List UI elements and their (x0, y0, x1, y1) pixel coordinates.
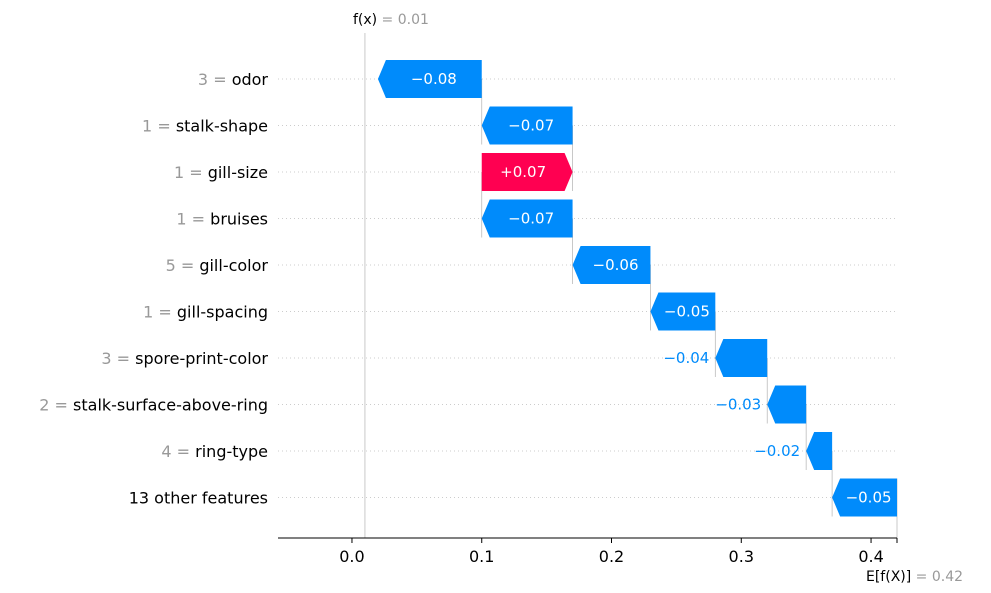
positive-bar (481, 153, 573, 191)
feature-name: 13 other features (129, 489, 268, 508)
row-gridlines (278, 78, 897, 498)
negative-bar (650, 292, 716, 331)
feature-name: gill-spacing (177, 303, 268, 322)
feature-label: 1 = stalk-shape (142, 117, 268, 136)
feature-label: 3 = spore-print-color (101, 349, 268, 368)
feature-name: stalk-shape (176, 117, 268, 136)
bar-value-label: −0.08 (411, 70, 457, 88)
feature-value: 1 = (142, 117, 176, 136)
feature-name: stalk-surface-above-ring (73, 396, 268, 415)
x-tick-label: 0.1 (469, 547, 494, 566)
feature-label: 13 other features (129, 489, 268, 508)
bar-value-label: −0.03 (715, 396, 761, 414)
feature-label: 5 = gill-color (166, 256, 269, 275)
feature-label: 3 = odor (198, 70, 269, 89)
fx-annotation: f(x) = 0.01 (353, 12, 429, 28)
feature-name: gill-color (199, 256, 268, 275)
negative-bar (572, 246, 651, 284)
feature-value: 5 = (166, 256, 200, 275)
feature-value: 3 = (101, 349, 135, 368)
feature-name: bruises (210, 210, 268, 229)
x-tick-label: 0.0 (339, 547, 364, 566)
fx-symbol: f(x) (353, 12, 377, 28)
bar-value-label: +0.07 (500, 163, 546, 181)
x-tick-label: 0.3 (729, 547, 754, 566)
annotations: f(x) = 0.01 E[f(X)] = 0.42 (353, 12, 963, 585)
negative-bar (715, 339, 768, 377)
feature-name: odor (232, 70, 269, 89)
fx-value: = 0.01 (377, 12, 429, 28)
feature-value: 3 = (198, 70, 232, 89)
negative-bar (377, 60, 482, 98)
bar-value-label: −0.07 (508, 117, 554, 135)
feature-value: 1 = (174, 163, 208, 182)
feature-value: 2 = (39, 396, 73, 415)
feature-name: ring-type (195, 442, 268, 461)
negative-bar (481, 106, 573, 145)
bar-value-label: −0.07 (508, 210, 554, 228)
feature-value: 1 = (143, 303, 177, 322)
x-tick-label: 0.2 (599, 547, 624, 566)
bar-value-label: −0.05 (846, 489, 892, 507)
negative-bar (481, 199, 573, 238)
feature-name: spore-print-color (135, 349, 268, 368)
bars: −0.08 −0.07 +0.07 −0.07 −0.06 −0.05 −0.04 −0.03… (377, 60, 897, 517)
feature-label: 1 = bruises (176, 210, 268, 229)
x-tick-label: 0.4 (858, 547, 883, 566)
bar-value-label: −0.06 (593, 256, 639, 274)
expected-annotation: E[f(X)] = 0.42 (866, 569, 963, 585)
bar-value-label: −0.02 (754, 442, 800, 460)
feature-label: 4 = ring-type (161, 442, 268, 461)
bar-value-label: −0.05 (664, 303, 710, 321)
negative-bar (767, 385, 807, 424)
feature-name: gill-size (208, 163, 268, 182)
feature-label: 2 = stalk-surface-above-ring (39, 396, 268, 415)
negative-bar (806, 432, 833, 470)
expected-symbol: E[f(X)] (866, 569, 911, 585)
feature-value: 1 = (176, 210, 210, 229)
expected-value: = 0.42 (911, 569, 963, 585)
feature-label: 1 = gill-size (174, 163, 268, 182)
x-axis: 0.0 0.1 0.2 0.3 0.4 (278, 537, 898, 566)
negative-bar (832, 478, 897, 517)
bar-value-label: −0.04 (663, 349, 709, 367)
feature-value: 4 = (161, 442, 195, 461)
feature-label: 1 = gill-spacing (143, 303, 268, 322)
